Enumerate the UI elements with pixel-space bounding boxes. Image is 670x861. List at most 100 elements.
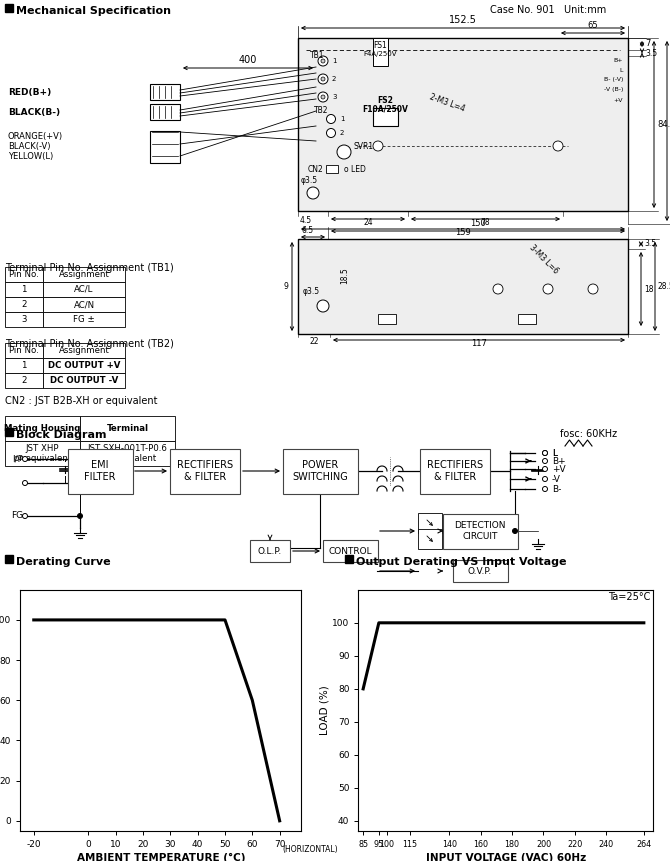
Text: Case No. 901   Unit:mm: Case No. 901 Unit:mm (490, 5, 606, 15)
Circle shape (493, 284, 503, 294)
Text: 22: 22 (310, 337, 319, 346)
Text: 78: 78 (480, 218, 490, 227)
Text: JST XHP
or equivalent: JST XHP or equivalent (14, 443, 71, 463)
Text: 6.5: 6.5 (301, 226, 313, 235)
Text: 159: 159 (455, 228, 471, 237)
Text: B-: B- (552, 485, 561, 493)
Circle shape (317, 300, 329, 312)
Bar (5, 343, 43, 358)
Text: 24: 24 (363, 218, 373, 227)
Text: o LED: o LED (344, 164, 366, 174)
Bar (43, 267, 125, 282)
X-axis label: INPUT VOLTAGE (VAC) 60Hz: INPUT VOLTAGE (VAC) 60Hz (425, 853, 586, 861)
Bar (418, 529, 442, 549)
Bar (150, 131, 180, 163)
Bar (326, 165, 338, 173)
Text: I/P: I/P (12, 455, 23, 463)
Bar (345, 555, 353, 563)
Bar (5, 297, 43, 312)
Text: B+: B+ (614, 58, 623, 63)
Text: 150: 150 (470, 219, 486, 228)
Bar (442, 513, 517, 548)
Circle shape (337, 145, 351, 159)
Text: TB2: TB2 (314, 106, 328, 115)
Bar (43, 297, 125, 312)
Text: 1: 1 (21, 361, 27, 370)
Circle shape (318, 74, 328, 84)
Bar (378, 314, 396, 324)
Text: EMI
FILTER: EMI FILTER (84, 460, 116, 482)
Circle shape (543, 467, 547, 472)
Bar (68, 449, 133, 493)
Text: FG ±: FG ± (73, 315, 95, 324)
Text: CONTROL: CONTROL (328, 547, 372, 555)
Text: Mechanical Specification: Mechanical Specification (16, 6, 171, 16)
Text: RECTIFIERS
& FILTER: RECTIFIERS & FILTER (427, 460, 483, 482)
Text: DETECTION
CIRCUIT: DETECTION CIRCUIT (454, 521, 506, 541)
Bar (5, 373, 43, 388)
Text: JST SXH-001T-P0.6
or equivalent: JST SXH-001T-P0.6 or equivalent (88, 443, 168, 463)
Circle shape (326, 115, 336, 123)
Text: B+: B+ (552, 456, 565, 466)
Text: 3: 3 (332, 94, 336, 100)
Bar (43, 282, 125, 297)
Text: Ta=25°C: Ta=25°C (608, 592, 651, 602)
Bar (373, 108, 398, 126)
Circle shape (321, 77, 325, 81)
Text: -V (B-): -V (B-) (604, 88, 623, 92)
Circle shape (543, 476, 547, 481)
Bar (298, 38, 628, 211)
Text: RECTIFIERS
& FILTER: RECTIFIERS & FILTER (177, 460, 233, 482)
Circle shape (23, 480, 27, 486)
Circle shape (318, 56, 328, 66)
Text: CN2 : JST B2B-XH or equivalent: CN2 : JST B2B-XH or equivalent (5, 396, 157, 406)
Text: YELLOW(L): YELLOW(L) (8, 152, 53, 160)
Text: φ3.5: φ3.5 (301, 176, 318, 185)
Text: 400: 400 (239, 55, 257, 65)
Text: O.L.P.: O.L.P. (258, 547, 282, 555)
Text: (HORIZONTAL): (HORIZONTAL) (282, 845, 338, 854)
Bar (283, 449, 358, 493)
Circle shape (318, 92, 328, 102)
Circle shape (321, 95, 325, 99)
Text: FS2: FS2 (377, 96, 393, 105)
Text: Pin No.: Pin No. (9, 346, 39, 355)
Text: ORANGE(+V): ORANGE(+V) (8, 132, 63, 140)
Circle shape (321, 59, 325, 63)
Bar (418, 513, 442, 533)
Text: 28.5: 28.5 (658, 282, 670, 291)
Text: φ3.5: φ3.5 (303, 287, 320, 296)
Text: 7: 7 (645, 40, 651, 48)
Circle shape (543, 284, 553, 294)
Bar (322, 540, 377, 562)
Text: +V: +V (552, 464, 565, 474)
Text: L: L (620, 67, 623, 72)
Text: Assignment: Assignment (58, 346, 109, 355)
Bar (518, 314, 536, 324)
Text: 18: 18 (644, 284, 653, 294)
Bar (150, 104, 180, 120)
Text: B- (-V): B- (-V) (604, 77, 623, 83)
Text: Output Derating VS Input Voltage: Output Derating VS Input Voltage (356, 557, 567, 567)
Text: Mating Housing: Mating Housing (4, 424, 80, 433)
Text: Terminal Pin No. Assignment (TB1): Terminal Pin No. Assignment (TB1) (5, 263, 174, 273)
Bar (5, 555, 13, 563)
Text: 2: 2 (21, 300, 27, 309)
Circle shape (307, 187, 319, 199)
Text: fosc: 60KHz: fosc: 60KHz (560, 429, 617, 439)
Text: Terminal Pin No. Assignment (TB2): Terminal Pin No. Assignment (TB2) (5, 339, 174, 349)
Text: Pin No.: Pin No. (9, 270, 39, 279)
Text: 2-M3 L=4: 2-M3 L=4 (428, 92, 466, 113)
Text: L: L (552, 449, 557, 457)
Circle shape (543, 459, 547, 463)
Text: 1: 1 (21, 285, 27, 294)
Bar (80, 441, 175, 466)
Circle shape (23, 513, 27, 518)
Text: AC/L: AC/L (74, 285, 94, 294)
Text: RED(B+): RED(B+) (8, 89, 51, 97)
Circle shape (543, 486, 547, 492)
Bar (452, 560, 507, 582)
Bar (5, 282, 43, 297)
Bar (43, 343, 125, 358)
Circle shape (553, 141, 563, 151)
